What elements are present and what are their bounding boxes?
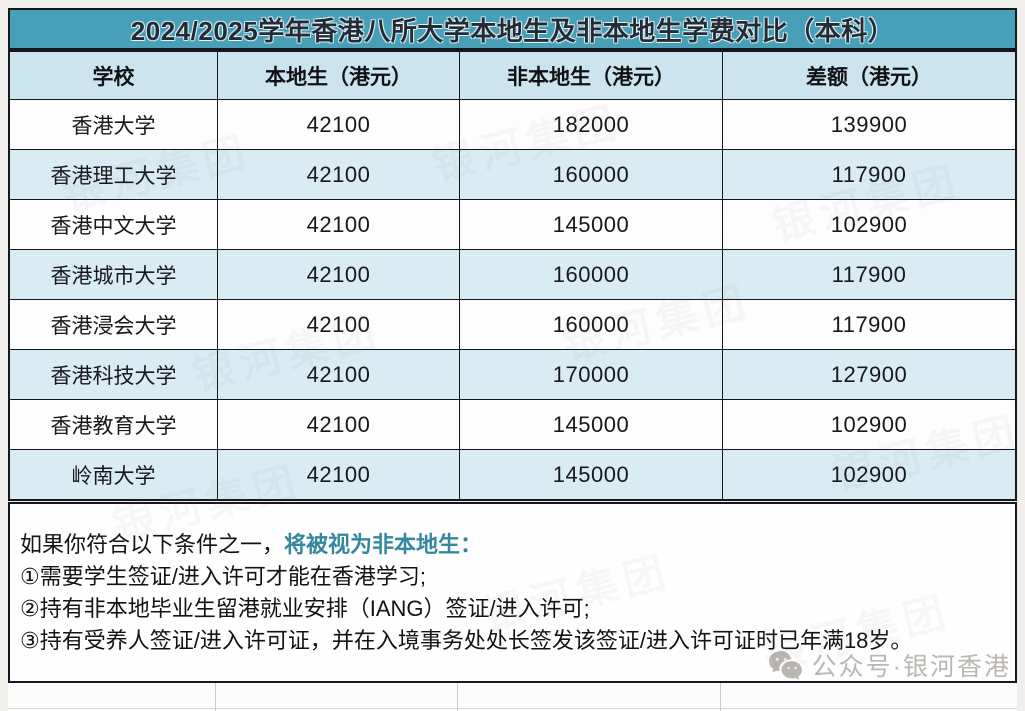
- nonlocal-fee: 170000: [459, 350, 722, 399]
- table-row: 香港教育大学 42100 145000 102900: [10, 399, 1015, 449]
- fee-diff: 139900: [722, 100, 1015, 149]
- nonlocal-fee: 160000: [459, 150, 722, 199]
- fee-diff: 127900: [722, 350, 1015, 399]
- column-divider: [457, 683, 458, 711]
- tuition-table: 学校 本地生（港元） 非本地生（港元） 差额（港元） 香港大学 42100 18…: [8, 50, 1017, 501]
- school-name: 香港中文大学: [50, 214, 177, 238]
- table-row: 香港城市大学 42100 160000 117900: [10, 249, 1015, 299]
- fee-diff: 117900: [722, 150, 1015, 199]
- table-header-row: 学校 本地生（港元） 非本地生（港元） 差额（港元）: [10, 52, 1015, 99]
- account-watermark: 公众号·银河香港: [768, 648, 1011, 682]
- notes-item: ②持有非本地毕业生留港就业安排（IANG）签证/进入许可;: [20, 596, 590, 621]
- local-fee: 42100: [217, 250, 459, 299]
- fee-diff: 117900: [722, 250, 1015, 299]
- column-header-diff: 差额（港元）: [722, 52, 1015, 99]
- notes-box: 如果你符合以下条件之一，将被视为非本地生： ①需要学生签证/进入许可才能在香港学…: [8, 502, 1017, 683]
- table-row: 香港中文大学 42100 145000 102900: [10, 199, 1015, 249]
- table-row: 岭南大学 42100 145000 102900: [10, 449, 1015, 499]
- local-fee: 42100: [217, 200, 459, 249]
- fee-diff: 117900: [722, 300, 1015, 349]
- nonlocal-fee: 145000: [459, 400, 722, 449]
- column-header-school: 学校: [92, 65, 135, 89]
- fee-diff: 102900: [722, 400, 1015, 449]
- school-name: 香港教育大学: [50, 414, 177, 438]
- column-divider: [215, 683, 216, 711]
- school-name: 香港理工大学: [50, 164, 177, 188]
- school-name: 香港浸会大学: [50, 314, 177, 338]
- fee-diff: 102900: [722, 450, 1015, 499]
- nonlocal-fee: 182000: [459, 100, 722, 149]
- row-divider: [8, 708, 1017, 709]
- local-fee: 42100: [217, 400, 459, 449]
- column-divider: [720, 683, 721, 711]
- nonlocal-fee: 145000: [459, 450, 722, 499]
- school-name: 岭南大学: [71, 464, 156, 488]
- table-row: 香港科技大学 42100 170000 127900: [10, 349, 1015, 399]
- table-row: 香港浸会大学 42100 160000 117900: [10, 299, 1015, 349]
- account-watermark-label: 公众号·银河香港: [811, 653, 1011, 681]
- local-fee: 42100: [217, 100, 459, 149]
- notes-intro-line: 如果你符合以下条件之一，将被视为非本地生：: [20, 529, 1003, 561]
- school-name: 香港城市大学: [50, 264, 177, 288]
- page-title: 2024/2025学年香港八所大学本地生及非本地生学费对比（本科）: [8, 8, 1017, 50]
- table-row: 香港理工大学 42100 160000 117900: [10, 149, 1015, 199]
- fee-diff: 102900: [722, 200, 1015, 249]
- partial-empty-row: [8, 683, 1017, 711]
- local-fee: 42100: [217, 350, 459, 399]
- wechat-icon: [768, 650, 804, 680]
- table-row: 香港大学 42100 182000 139900: [10, 99, 1015, 149]
- notes-intro-highlight: 将被视为非本地生：: [284, 532, 483, 557]
- nonlocal-fee: 145000: [459, 200, 722, 249]
- column-header-local: 本地生（港元）: [217, 52, 459, 99]
- local-fee: 42100: [217, 450, 459, 499]
- column-header-nonlocal: 非本地生（港元）: [459, 52, 722, 99]
- local-fee: 42100: [217, 300, 459, 349]
- school-name: 香港大学: [71, 114, 156, 138]
- local-fee: 42100: [217, 150, 459, 199]
- nonlocal-fee: 160000: [459, 300, 722, 349]
- nonlocal-fee: 160000: [459, 250, 722, 299]
- school-name: 香港科技大学: [50, 364, 177, 388]
- notes-intro-plain: 如果你符合以下条件之一，: [20, 532, 285, 557]
- notes-item: ①需要学生签证/进入许可才能在香港学习;: [20, 564, 426, 589]
- notes-item: ③持有受养人签证/进入许可证，并在入境事务处处长签发该签证/进入许可证时已年满1…: [20, 628, 913, 653]
